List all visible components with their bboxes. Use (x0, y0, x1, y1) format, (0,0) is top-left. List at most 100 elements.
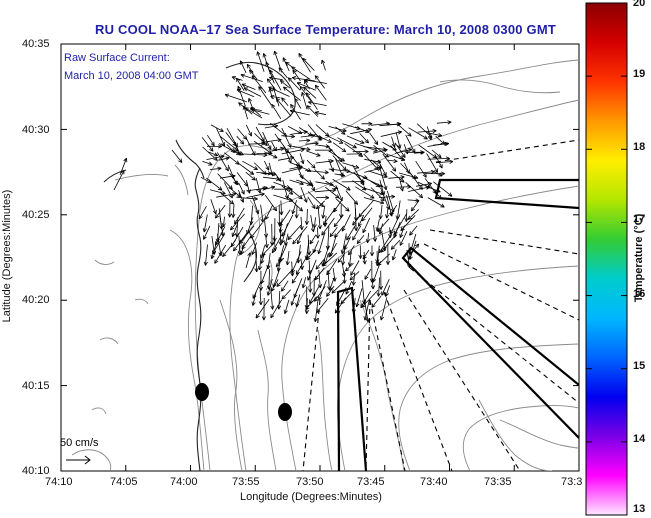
current-vector-head (287, 237, 292, 241)
current-vector-head (384, 149, 388, 153)
current-vector-head (333, 209, 338, 213)
current-vector-head (331, 289, 334, 294)
current-vector (353, 298, 356, 314)
current-vector-head (394, 143, 396, 148)
current-vector (426, 153, 439, 173)
current-vector (298, 53, 311, 73)
current-vector (433, 143, 449, 146)
current-vector (281, 280, 289, 292)
current-vector (368, 170, 388, 178)
current-vector (224, 152, 240, 165)
current-vector-head (393, 234, 398, 239)
current-vector-head (427, 184, 431, 189)
current-vector (244, 107, 263, 119)
current-vector (297, 244, 301, 264)
current-vector (432, 188, 442, 200)
current-vector-head (390, 208, 394, 213)
current-vector-head (312, 223, 315, 229)
current-vector (434, 154, 443, 169)
current-vector-head (399, 187, 404, 192)
current-vector-head (292, 69, 294, 74)
current-vector (335, 159, 344, 177)
current-vector-head (405, 170, 410, 174)
current-vector (386, 207, 389, 219)
current-vector (306, 159, 316, 169)
current-vector (246, 217, 254, 235)
current-vector-head (306, 146, 311, 151)
current-vector-head (447, 120, 452, 123)
current-vector-head (268, 86, 272, 91)
colorbar-label: Temperature (°C) (633, 213, 645, 303)
current-vector-head (291, 66, 294, 71)
current-vector (273, 171, 282, 182)
current-vector-head (378, 230, 381, 235)
current-vector-head (281, 295, 284, 300)
current-vector-head (401, 157, 406, 161)
current-vector (328, 150, 345, 162)
current-vector-head (267, 78, 271, 81)
current-vector-head (272, 87, 274, 92)
current-vector (345, 190, 359, 205)
current-vector (245, 171, 256, 181)
current-vector-head (311, 188, 315, 192)
current-vector-head (272, 148, 277, 152)
current-vector-head (288, 187, 293, 190)
current-vector-head (318, 250, 322, 255)
current-vector-head (361, 300, 365, 305)
current-vector (349, 250, 352, 267)
current-vector-head (232, 213, 236, 218)
current-vector-head (407, 148, 412, 150)
current-vector-head (449, 159, 454, 162)
current-vector-head (278, 305, 282, 310)
current-vector-head (226, 157, 230, 161)
current-vector (269, 122, 288, 137)
current-vector-head (298, 209, 303, 212)
current-vector-head (448, 195, 453, 197)
current-vector (380, 187, 390, 210)
current-vector (359, 133, 369, 144)
current-vector (315, 160, 334, 164)
current-vector (236, 197, 258, 200)
current-vector-head (379, 316, 382, 321)
current-vector (299, 153, 304, 164)
current-vector (364, 299, 370, 321)
current-vector (256, 172, 272, 174)
current-vector-head (205, 261, 208, 266)
current-vector-head (249, 189, 251, 194)
current-vector (370, 122, 390, 126)
current-vector (299, 86, 312, 102)
current-vector-head (343, 148, 347, 152)
current-vector-head (355, 302, 357, 307)
current-vector (394, 142, 406, 158)
x-tick-label: 73:45 (357, 476, 385, 488)
current-vector (217, 222, 220, 243)
current-vector (171, 149, 183, 163)
current-vector (309, 234, 317, 245)
current-vector (219, 175, 236, 179)
current-vector (296, 294, 301, 308)
current-vector-head (261, 316, 265, 321)
current-vector (245, 252, 251, 269)
current-vector-head (271, 174, 277, 177)
current-vector (278, 67, 288, 79)
current-vector (379, 162, 387, 177)
current-vector-head (281, 297, 286, 300)
current-vector-head (381, 292, 386, 296)
current-vector-head (251, 170, 255, 175)
current-vector-head (292, 240, 295, 245)
current-vector-head (270, 185, 275, 188)
current-vector (352, 180, 367, 191)
current-vector-head (263, 53, 267, 57)
current-vector-head (439, 172, 443, 177)
current-vector (246, 180, 250, 194)
current-vector-head (349, 278, 354, 281)
current-vector-head (251, 108, 256, 110)
current-vector (417, 171, 435, 174)
current-vector-head (299, 86, 302, 91)
current-vector (390, 204, 398, 216)
y-tick-label: 40:30 (22, 124, 50, 136)
current-vector-head (322, 262, 325, 267)
current-vector-head (319, 225, 322, 230)
current-vector-head (410, 207, 413, 212)
current-vector (409, 240, 417, 260)
